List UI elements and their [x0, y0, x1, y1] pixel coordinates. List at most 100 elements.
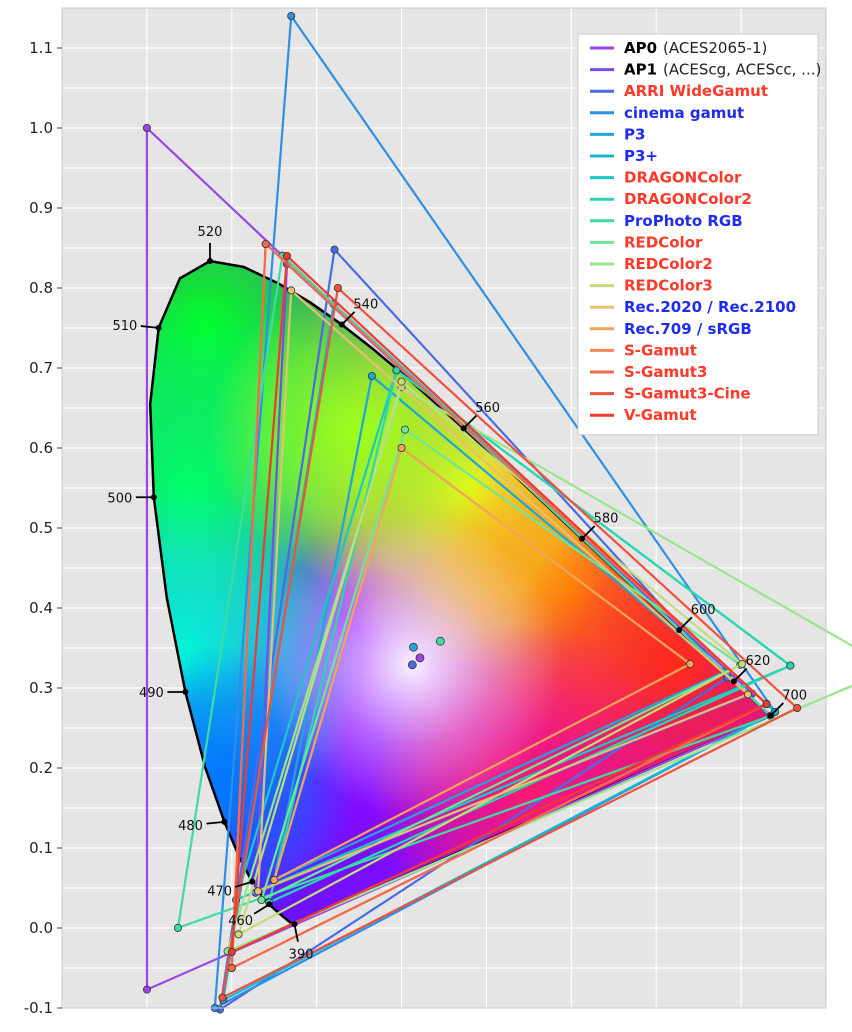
- wavelength-label: 580: [594, 512, 619, 527]
- legend-name: Rec.2020 / Rec.2100: [624, 298, 796, 316]
- wavelength-label: 390: [289, 947, 314, 962]
- legend-name: DRAGONColor: [624, 169, 742, 187]
- y-tick-label: 1.1: [29, 39, 53, 57]
- legend-entry: AP0 (ACES2065-1): [624, 39, 767, 57]
- y-tick-label: 0.0: [29, 919, 53, 937]
- y-tick-label: 0.3: [29, 679, 53, 697]
- primary-point: [234, 930, 243, 939]
- legend-name: P3+: [624, 147, 658, 165]
- wavelength-label: 500: [107, 491, 132, 506]
- wavelength-label: 700: [782, 689, 807, 704]
- gamut-triangle: [267, 368, 793, 905]
- legend-name: S-Gamut: [624, 341, 697, 359]
- legend-entry: S-Gamut: [624, 341, 697, 359]
- wavelength-dot: [338, 321, 345, 328]
- legend-entry: S-Gamut3: [624, 363, 707, 381]
- legend-entry: ProPhoto RGB: [624, 212, 743, 230]
- wavelength-labels: 390 460 470 480 490 500 510 520 540 560 580 600 620 7…: [107, 225, 807, 963]
- wavelength-label: 600: [691, 603, 716, 618]
- wavelength-dot: [676, 627, 683, 633]
- plot-frame: [61, 7, 827, 1009]
- wavelength-label: 560: [475, 401, 500, 416]
- legend-entry: S-Gamut3-Cine: [624, 385, 751, 403]
- primary-point: [287, 286, 296, 295]
- legend-entry: cinema gamut: [624, 104, 744, 122]
- gamut-triangle: [230, 241, 769, 970]
- primary-point: [257, 896, 266, 905]
- y-tick-label: 0.5: [29, 519, 53, 537]
- wavelength-tick: [769, 702, 784, 717]
- primary-point: [254, 887, 263, 896]
- wavelength-dot: [206, 257, 213, 264]
- white-point: [409, 642, 418, 652]
- gamut-rec-709-srgb: [270, 443, 695, 885]
- y-tick-label: -0.1: [24, 999, 53, 1017]
- primary-point: [227, 948, 236, 957]
- wavelength-dot: [730, 678, 737, 685]
- y-axis: -0.1 0.0 0.1 0.2 0.3 0.4 0.5 0.6 0.7 0.8 0.9 1.0 1.1: [24, 7, 827, 1017]
- legend-name: ProPhoto RGB: [624, 212, 743, 230]
- primary-point: [737, 660, 746, 669]
- primary-point: [397, 377, 406, 386]
- legend-entry: DRAGONColor2: [624, 190, 752, 208]
- primary-point: [218, 993, 227, 1002]
- legend-entry: Rec.709 / sRGB: [624, 320, 752, 338]
- primary-point: [762, 700, 771, 709]
- primary-point: [793, 704, 802, 713]
- y-tick-label: 0.9: [29, 199, 53, 217]
- wavelength-label: 490: [139, 686, 164, 701]
- gamut-triangle: [225, 385, 852, 954]
- wavelength-tick: [234, 880, 253, 888]
- y-tick-label: 0.4: [29, 599, 53, 617]
- gamut-triangle: [272, 373, 727, 882]
- white-point: [407, 660, 417, 670]
- legend-entry: Rec.2020 / Rec.2100: [624, 298, 796, 316]
- legend-name: Rec.709 / sRGB: [624, 320, 752, 338]
- wavelength-dot: [578, 535, 585, 542]
- legend-entry: REDColor: [624, 233, 703, 251]
- legend-entry: P3+: [624, 147, 658, 165]
- y-tick-label: 0.7: [29, 359, 53, 377]
- legend-name: AP1: [624, 61, 657, 79]
- wavelength-dot: [221, 818, 228, 825]
- wavelength-dot: [767, 712, 774, 719]
- wavelength-tick: [678, 616, 693, 631]
- wavelength-dot: [150, 494, 157, 501]
- gamut-triangle: [272, 446, 693, 883]
- legend-entry: REDColor3: [624, 277, 713, 295]
- legend-note: (ACES2065-1): [663, 39, 767, 57]
- wavelength-tick: [581, 525, 596, 540]
- primary-point: [287, 11, 296, 20]
- white-point: [415, 653, 425, 663]
- primary-point: [400, 425, 409, 434]
- primary-point: [367, 371, 376, 380]
- gamut-triangle: [259, 427, 743, 903]
- primary-point: [330, 245, 339, 254]
- wavelength-dot: [155, 324, 162, 331]
- primary-point: [173, 923, 182, 932]
- legend-name: AP0: [624, 39, 657, 57]
- legend-name: REDColor3: [624, 277, 713, 295]
- wavelength-label: 470: [207, 884, 232, 899]
- legend-note: (ACEScg, ACEScc, ...): [663, 61, 821, 79]
- wavelength-label: 540: [353, 297, 378, 312]
- primary-point: [786, 661, 795, 670]
- legend-name: P3: [624, 125, 645, 143]
- legend-name: S-Gamut3: [624, 363, 707, 381]
- white-point: [435, 636, 445, 646]
- legend-entry: ARRI WideGamut: [624, 82, 768, 100]
- wavelength-dot: [182, 689, 189, 695]
- legend-entry: AP1 (ACEScg, ACEScc, ...): [624, 61, 821, 79]
- gamut-v-gamut: [227, 251, 771, 957]
- primary-point: [261, 239, 270, 248]
- wavelength-dot: [291, 921, 298, 928]
- legend-entry: P3: [624, 125, 645, 143]
- legend: AP0 (ACES2065-1)AP1 (ACEScg, ACEScc, ...)A…: [577, 33, 821, 436]
- gamut-triangle: [256, 288, 750, 893]
- wavelength-label: 480: [178, 819, 203, 834]
- legend-name: REDColor2: [624, 255, 713, 273]
- wavelength-label: 460: [228, 914, 253, 929]
- legend-name: DRAGONColor2: [624, 190, 752, 208]
- primary-point: [142, 124, 151, 133]
- legend-name: REDColor: [624, 233, 703, 251]
